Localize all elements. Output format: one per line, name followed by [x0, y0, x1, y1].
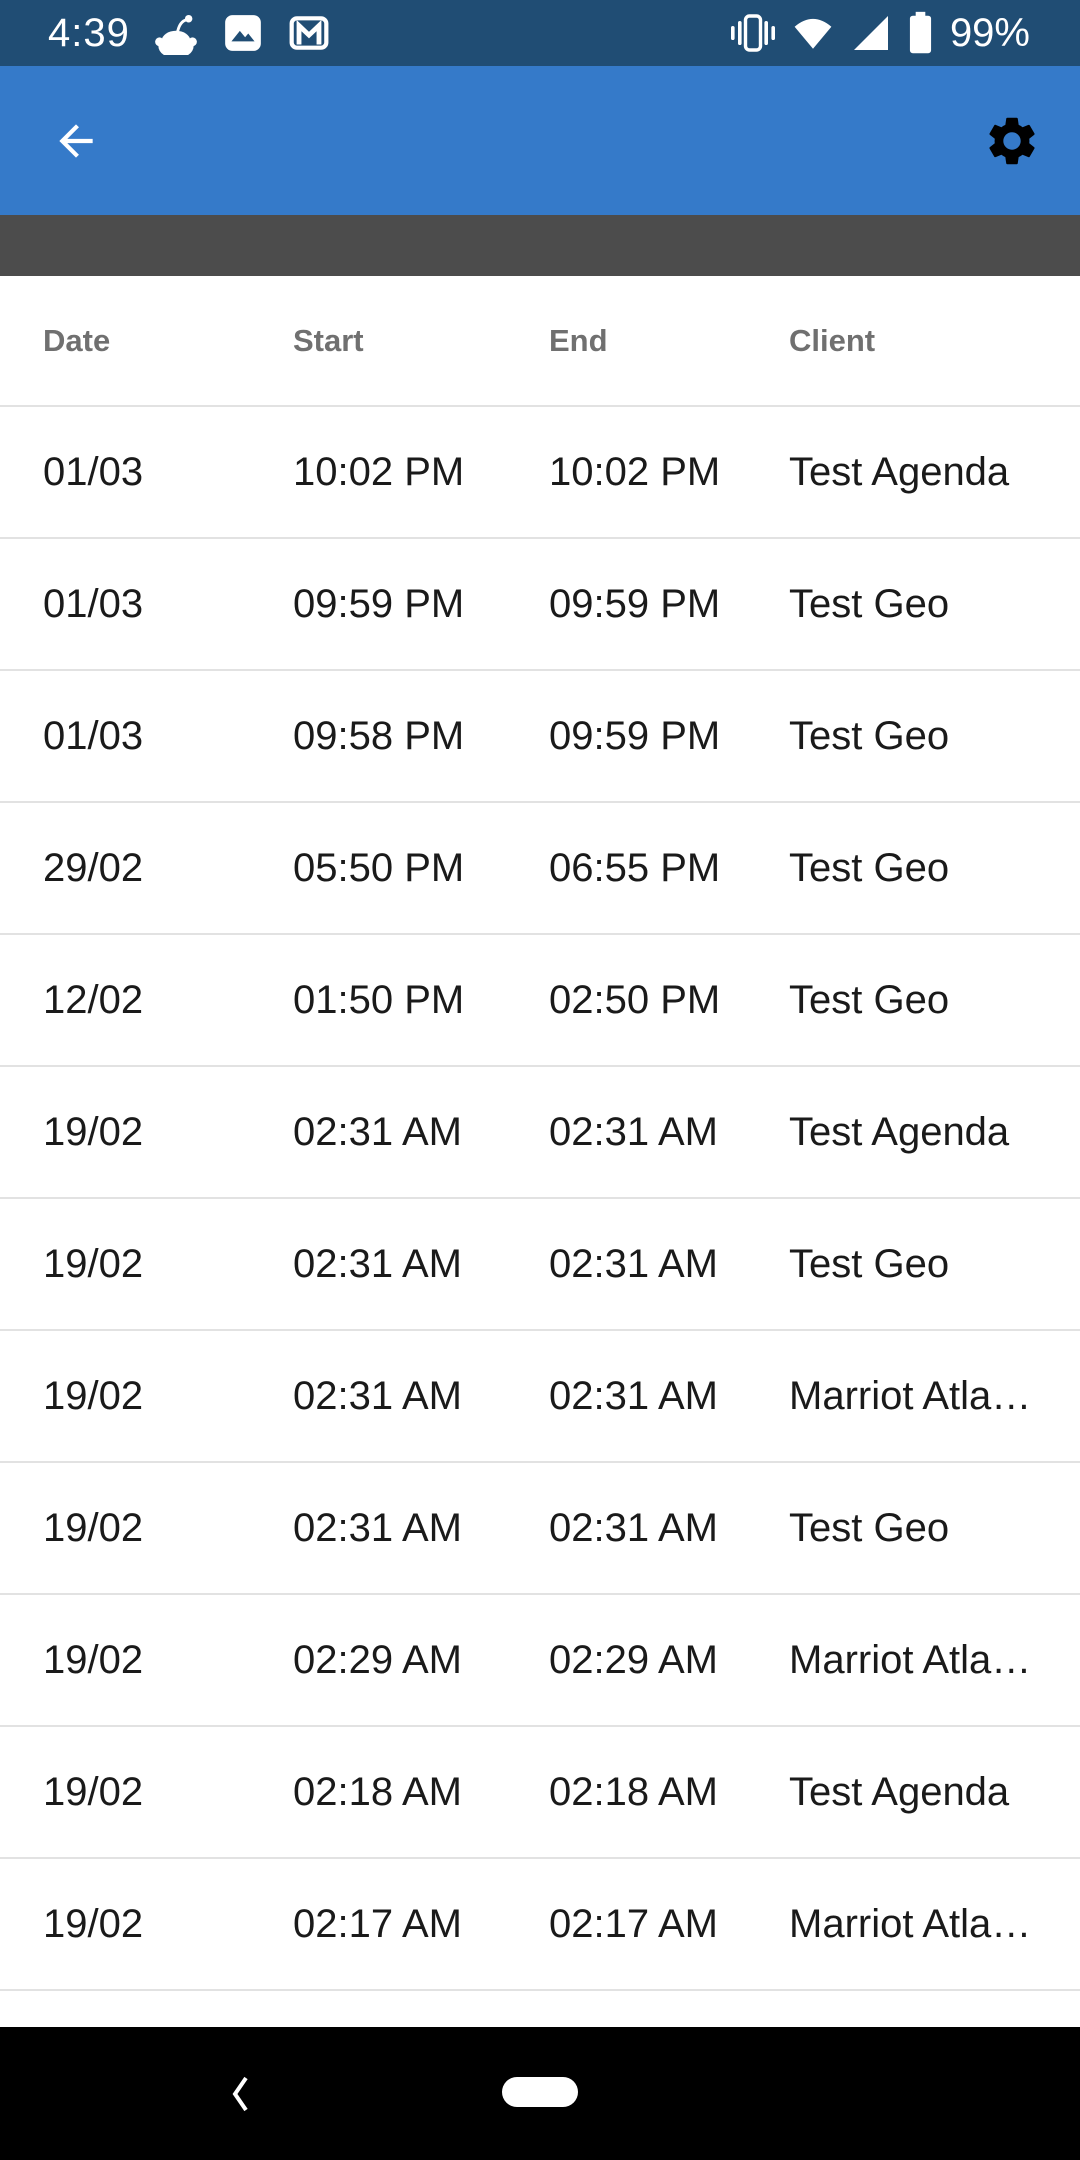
cell-date: 19/02 — [43, 1241, 144, 1286]
table-row[interactable]: 01/03 10:02 PM 10:02 PM Test Agenda — [0, 407, 1080, 539]
cell-date: 19/02 — [43, 1901, 144, 1946]
column-header-client: Client — [789, 322, 876, 358]
table-body: 01/03 10:02 PM 10:02 PM Test Agenda 01/03 09:… — [0, 407, 1080, 1991]
section-bar — [0, 215, 1080, 276]
cell-client: Test Geo — [789, 1505, 950, 1550]
partial-row — [0, 1991, 1080, 2027]
table-row[interactable]: 01/03 09:59 PM 09:59 PM Test Geo — [0, 539, 1080, 671]
status-bar-left: 4:39 — [48, 11, 330, 56]
arrow-left-icon — [59, 123, 93, 158]
timesheet-table: Date Start End Client 01/03 10:02 PM 10:02 PM… — [0, 276, 1080, 2027]
cell-date: 19/02 — [43, 1373, 144, 1418]
cell-end: 02:17 AM — [549, 1901, 719, 1946]
table-row[interactable]: 19/02 02:18 AM 02:18 AM Test Agenda — [0, 1727, 1080, 1859]
column-header-date: Date — [43, 322, 111, 358]
home-pill[interactable] — [502, 2076, 578, 2107]
cell-start: 02:31 AM — [293, 1373, 463, 1418]
cell-start: 02:31 AM — [293, 1109, 463, 1154]
cell-date: 19/02 — [43, 1637, 144, 1682]
table-row[interactable]: 29/02 05:50 PM 06:55 PM Test Geo — [0, 803, 1080, 935]
cell-date: 19/02 — [43, 1769, 144, 1814]
clock: 4:39 — [48, 10, 130, 55]
cell-end: 02:50 PM — [549, 977, 721, 1022]
cell-end: 02:29 AM — [549, 1637, 719, 1682]
cell-end: 02:31 AM — [549, 1241, 719, 1286]
cell-client: Marriot Atla… — [789, 1637, 1032, 1682]
cell-start: 10:02 PM — [293, 449, 465, 494]
wifi-icon — [794, 18, 832, 49]
cellular-signal-icon — [853, 16, 888, 50]
column-header-start: Start — [293, 322, 364, 358]
cell-date: 01/03 — [43, 449, 144, 494]
cell-start: 02:31 AM — [293, 1241, 463, 1286]
table-row[interactable]: 19/02 02:31 AM 02:31 AM Marriot Atla… — [0, 1331, 1080, 1463]
vibrate-icon — [730, 14, 775, 52]
back-button[interactable] — [51, 116, 101, 166]
cell-start: 02:31 AM — [293, 1505, 463, 1550]
cell-client: Test Agenda — [789, 449, 1010, 494]
gallery-icon — [225, 15, 261, 51]
table-row[interactable]: 12/02 01:50 PM 02:50 PM Test Geo — [0, 935, 1080, 1067]
column-header-end: End — [549, 322, 608, 358]
cell-end: 02:31 AM — [549, 1505, 719, 1550]
cell-client: Marriot Atla… — [789, 1373, 1032, 1418]
table-row[interactable]: 19/02 02:31 AM 02:31 AM Test Agenda — [0, 1067, 1080, 1199]
cell-start: 01:50 PM — [293, 977, 465, 1022]
battery-percent: 99% — [949, 10, 1030, 55]
cell-end: 02:31 AM — [549, 1373, 719, 1418]
app-bar — [0, 66, 1080, 215]
navigation-bar — [0, 2027, 1080, 2160]
status-bar: 4:39 — [0, 0, 1080, 66]
settings-button[interactable] — [983, 112, 1041, 170]
nav-back-button[interactable] — [210, 2027, 270, 2160]
cell-client: Test Geo — [789, 977, 950, 1022]
status-bar-right: 99% — [730, 10, 1030, 56]
cell-end: 09:59 PM — [549, 581, 721, 626]
cell-end: 02:18 AM — [549, 1769, 719, 1814]
cell-end: 02:31 AM — [549, 1109, 719, 1154]
table-row[interactable]: 19/02 02:29 AM 02:29 AM Marriot Atla… — [0, 1595, 1080, 1727]
cell-start: 09:59 PM — [293, 581, 465, 626]
cell-client: Test Geo — [789, 713, 950, 758]
cell-client: Test Geo — [789, 581, 950, 626]
gmail-icon — [289, 16, 329, 50]
cell-client: Test Geo — [789, 1241, 950, 1286]
table-row[interactable]: 19/02 02:31 AM 02:31 AM Test Geo — [0, 1463, 1080, 1595]
cell-date: 01/03 — [43, 581, 144, 626]
cell-date: 19/02 — [43, 1505, 144, 1550]
cell-end: 06:55 PM — [549, 845, 721, 890]
gear-icon — [989, 117, 1035, 164]
cell-date: 29/02 — [43, 845, 144, 890]
cell-end: 10:02 PM — [549, 449, 721, 494]
table-row[interactable]: 19/02 02:17 AM 02:17 AM Marriot Atla… — [0, 1859, 1080, 1991]
table-row[interactable]: 19/02 02:31 AM 02:31 AM Test Geo — [0, 1199, 1080, 1331]
battery-icon — [909, 11, 932, 54]
back-chevron-icon — [232, 2076, 248, 2111]
cell-date: 12/02 — [43, 977, 144, 1022]
cell-start: 02:29 AM — [293, 1637, 463, 1682]
table-row[interactable]: 01/03 09:58 PM 09:59 PM Test Geo — [0, 671, 1080, 803]
cell-end: 09:59 PM — [549, 713, 721, 758]
cell-start: 02:18 AM — [293, 1769, 463, 1814]
table-header: Date Start End Client — [0, 276, 1080, 407]
cell-client: Test Agenda — [789, 1769, 1010, 1814]
cell-start: 05:50 PM — [293, 845, 465, 890]
cell-client: Marriot Atla… — [789, 1901, 1032, 1946]
cell-date: 01/03 — [43, 713, 144, 758]
cell-start: 09:58 PM — [293, 713, 465, 758]
cell-start: 02:17 AM — [293, 1901, 463, 1946]
cell-date: 19/02 — [43, 1109, 144, 1154]
cell-client: Test Agenda — [789, 1109, 1010, 1154]
reddit-icon — [154, 14, 197, 55]
cell-client: Test Geo — [789, 845, 950, 890]
